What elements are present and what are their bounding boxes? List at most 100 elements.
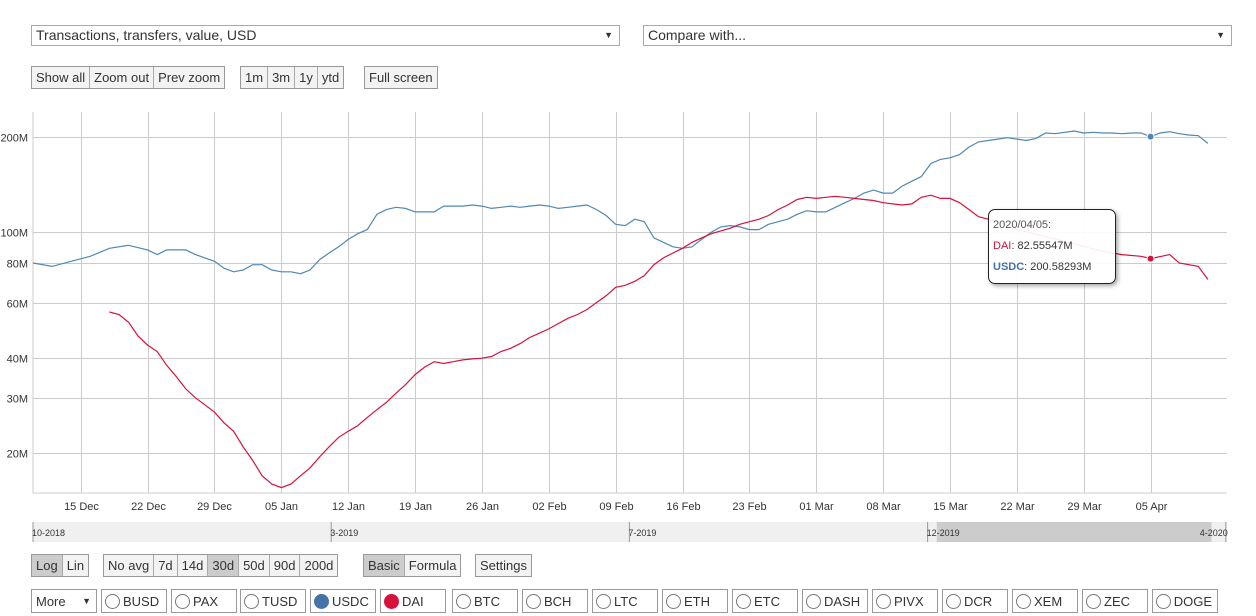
avg-7d-button[interactable]: 7d bbox=[154, 555, 178, 576]
tooltip-dai-row: DAI: 82.55547M bbox=[993, 240, 1073, 252]
range-3m-button[interactable]: 3m bbox=[268, 67, 296, 88]
x-axis-ticks: 15 Dec 22 Dec 29 Dec 05 Jan 12 Jan 19 Jan 26 J… bbox=[64, 501, 1168, 513]
coin-toggle-tusd[interactable]: TUSD bbox=[240, 589, 306, 613]
line-chart[interactable]: 20M 30M 40M 60M 80M 100M 200M 15 Dec 22 Dec 29 D… bbox=[0, 100, 1256, 545]
coin-toggle-dash[interactable]: DASH bbox=[802, 589, 868, 613]
dai-hover-marker bbox=[1146, 254, 1155, 263]
coin-toggle-ltc[interactable]: LTC bbox=[592, 589, 658, 613]
radio-icon bbox=[526, 593, 541, 609]
more-select[interactable]: More ▼ bbox=[31, 589, 97, 613]
x-tick-label: 19 Jan bbox=[399, 501, 432, 513]
zoom-out-button[interactable]: Zoom out bbox=[90, 67, 155, 88]
coin-toggle-etc[interactable]: ETC bbox=[732, 589, 798, 613]
dropdown-arrow-icon: ▼ bbox=[82, 596, 91, 606]
dropdown-arrow-icon: ▼ bbox=[1216, 30, 1225, 40]
range-1m-button[interactable]: 1m bbox=[241, 67, 269, 88]
show-all-button[interactable]: Show all bbox=[32, 67, 91, 88]
tooltip-usdc-label: USDC bbox=[993, 261, 1025, 273]
avg-50d-button[interactable]: 50d bbox=[239, 555, 270, 576]
radio-icon bbox=[314, 593, 329, 609]
mode-basic-button[interactable]: Basic bbox=[364, 555, 405, 576]
y-tick-label: 60M bbox=[7, 299, 28, 311]
y-tick-label: 40M bbox=[7, 354, 28, 366]
scale-group: Log Lin bbox=[31, 554, 90, 577]
navigator-label: 10-2018 bbox=[32, 528, 65, 538]
x-tick-label: 16 Feb bbox=[666, 501, 700, 513]
coin-label: BCH bbox=[544, 593, 572, 609]
full-screen-button[interactable]: Full screen bbox=[365, 67, 437, 88]
dai-series-line bbox=[109, 194, 1209, 489]
radio-icon bbox=[1156, 593, 1171, 609]
avg-14d-button[interactable]: 14d bbox=[177, 555, 209, 576]
radio-icon bbox=[456, 593, 471, 609]
tooltip-dai-value: 82.55547M bbox=[1017, 240, 1073, 252]
coin-toggle-zec[interactable]: ZEC bbox=[1082, 589, 1148, 613]
coin-label: TUSD bbox=[262, 593, 298, 609]
coin-toggle-pivx[interactable]: PIVX bbox=[872, 589, 938, 613]
series-lines bbox=[32, 130, 1209, 489]
x-tick-label: 29 Dec bbox=[197, 501, 232, 513]
avg-200d-button[interactable]: 200d bbox=[300, 555, 338, 576]
avg-group: No avg 7d 14d 30d 50d 90d 200d bbox=[103, 554, 339, 577]
radio-icon bbox=[384, 593, 399, 609]
prev-zoom-button[interactable]: Prev zoom bbox=[154, 67, 225, 88]
tooltip-date: 2020/04/05: bbox=[993, 219, 1052, 231]
usdc-hover-marker bbox=[1146, 132, 1155, 141]
x-tick-label: 05 Jan bbox=[265, 501, 298, 513]
coin-toggle-pax[interactable]: PAX bbox=[171, 589, 237, 613]
avg-none-button[interactable]: No avg bbox=[104, 555, 155, 576]
range-group: 1m 3m 1y ytd bbox=[240, 66, 345, 89]
y-axis-ticks: 20M 30M 40M 60M 80M 100M 200M bbox=[0, 133, 28, 461]
more-select-label: More bbox=[36, 593, 66, 609]
mode-formula-button[interactable]: Formula bbox=[404, 555, 461, 576]
coin-label: PIVX bbox=[894, 593, 924, 609]
range-ytd-button[interactable]: ytd bbox=[317, 67, 344, 88]
coin-toggle-bch[interactable]: BCH bbox=[522, 589, 588, 613]
x-tick-label: 22 Mar bbox=[1000, 501, 1035, 513]
y-tick-label: 80M bbox=[7, 259, 28, 271]
x-tick-label: 23 Feb bbox=[732, 501, 766, 513]
avg-90d-button[interactable]: 90d bbox=[269, 555, 301, 576]
coin-label: BUSD bbox=[123, 593, 160, 609]
y-tick-label: 20M bbox=[7, 449, 28, 461]
coin-toggle-btc[interactable]: BTC bbox=[452, 589, 518, 613]
scale-log-button[interactable]: Log bbox=[32, 555, 63, 576]
metric-select[interactable]: Transactions, transfers, value, USD ▼ bbox=[31, 25, 620, 46]
avg-30d-button[interactable]: 30d bbox=[208, 555, 240, 576]
x-tick-label: 26 Jan bbox=[466, 501, 499, 513]
coin-toggle-dai[interactable]: DAI bbox=[380, 589, 446, 613]
range-1y-button[interactable]: 1y bbox=[295, 67, 318, 88]
navigator-label: 3-2019 bbox=[330, 528, 358, 538]
radio-icon bbox=[666, 593, 681, 609]
coin-toggle-busd[interactable]: BUSD bbox=[101, 589, 167, 613]
coin-label: ETC bbox=[754, 593, 780, 609]
radio-icon bbox=[244, 593, 259, 609]
radio-icon bbox=[736, 593, 751, 609]
coin-label: DASH bbox=[824, 593, 861, 609]
coin-label: DAI bbox=[402, 593, 424, 609]
compare-select[interactable]: Compare with... ▼ bbox=[643, 25, 1232, 46]
settings-group: Settings bbox=[475, 554, 532, 577]
scale-lin-button[interactable]: Lin bbox=[62, 555, 89, 576]
x-tick-label: 15 Dec bbox=[64, 501, 99, 513]
coin-toggle-dcr[interactable]: DCR bbox=[942, 589, 1008, 613]
x-tick-label: 05 Apr bbox=[1136, 501, 1168, 513]
radio-icon bbox=[946, 593, 961, 609]
settings-button[interactable]: Settings bbox=[476, 555, 531, 576]
tooltip-usdc-row: USDC: 200.58293M bbox=[993, 261, 1092, 273]
y-tick-label: 200M bbox=[0, 133, 28, 145]
coin-label: ETH bbox=[684, 593, 710, 609]
radio-icon bbox=[1016, 593, 1031, 609]
x-tick-label: 08 Mar bbox=[866, 501, 901, 513]
coin-toggle-eth[interactable]: ETH bbox=[662, 589, 728, 613]
full-screen-group: Full screen bbox=[364, 66, 438, 89]
x-tick-label: 02 Feb bbox=[532, 501, 566, 513]
radio-icon bbox=[806, 593, 821, 609]
coin-toggle-usdc[interactable]: USDC bbox=[310, 589, 376, 613]
tooltip-dai-label: DAI bbox=[993, 240, 1012, 252]
coin-toggle-xem[interactable]: XEM bbox=[1012, 589, 1078, 613]
tooltip-usdc-value: 200.58293M bbox=[1030, 261, 1092, 273]
coin-toggle-doge[interactable]: DOGE bbox=[1152, 589, 1218, 613]
usdc-series-line bbox=[32, 130, 1209, 275]
radio-icon bbox=[1086, 593, 1101, 609]
